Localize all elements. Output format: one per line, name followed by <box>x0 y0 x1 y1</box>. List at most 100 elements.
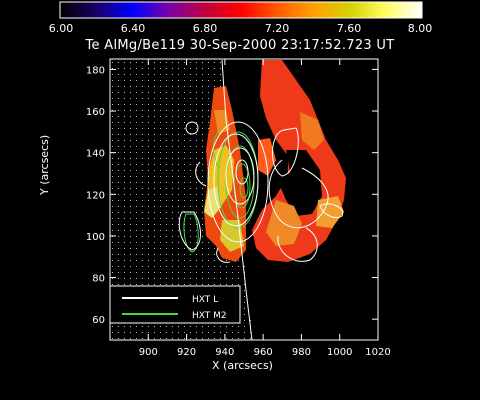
limb-dot <box>130 272 131 273</box>
limb-dot <box>136 248 137 249</box>
limb-dot <box>214 74 215 75</box>
limb-dot <box>190 80 191 81</box>
limb-dot <box>154 152 155 153</box>
limb-dot <box>196 182 197 183</box>
limb-dot <box>178 74 179 75</box>
limb-dot <box>172 212 173 213</box>
limb-dot <box>184 122 185 123</box>
limb-dot <box>226 260 227 261</box>
limb-dot <box>172 224 173 225</box>
limb-dot <box>112 200 113 201</box>
limb-dot <box>250 332 251 333</box>
limb-dot <box>130 86 131 87</box>
limb-dot <box>112 128 113 129</box>
limb-dot <box>148 278 149 279</box>
limb-dot <box>196 92 197 93</box>
limb-dot <box>136 98 137 99</box>
limb-dot <box>160 98 161 99</box>
limb-dot <box>220 284 221 285</box>
limb-dot <box>136 122 137 123</box>
limb-dot <box>166 248 167 249</box>
limb-dot <box>118 206 119 207</box>
limb-dot <box>160 242 161 243</box>
limb-dot <box>178 128 179 129</box>
limb-dot <box>154 236 155 237</box>
limb-dot <box>166 128 167 129</box>
limb-dot <box>244 266 245 267</box>
limb-dot <box>208 86 209 87</box>
limb-dot <box>160 110 161 111</box>
limb-dot <box>142 128 143 129</box>
limb-dot <box>154 164 155 165</box>
limb-dot <box>172 200 173 201</box>
limb-dot <box>208 104 209 105</box>
limb-dot <box>190 230 191 231</box>
limb-dot <box>136 164 137 165</box>
limb-dot <box>196 242 197 243</box>
limb-dot <box>208 278 209 279</box>
limb-dot <box>172 80 173 81</box>
limb-dot <box>196 170 197 171</box>
limb-dot <box>196 80 197 81</box>
limb-dot <box>148 98 149 99</box>
limb-dot <box>160 206 161 207</box>
limb-dot <box>208 68 209 69</box>
limb-dot <box>196 200 197 201</box>
limb-dot <box>202 74 203 75</box>
limb-dot <box>184 332 185 333</box>
limb-dot <box>202 146 203 147</box>
limb-dot <box>208 128 209 129</box>
limb-dot <box>208 74 209 75</box>
limb-dot <box>118 62 119 63</box>
limb-dot <box>136 206 137 207</box>
limb-dot <box>130 80 131 81</box>
limb-dot <box>118 134 119 135</box>
limb-dot <box>154 224 155 225</box>
limb-dot <box>130 218 131 219</box>
limb-dot <box>226 332 227 333</box>
limb-dot <box>124 188 125 189</box>
limb-dot <box>130 116 131 117</box>
limb-dot <box>160 104 161 105</box>
limb-dot <box>124 206 125 207</box>
limb-dot <box>190 218 191 219</box>
limb-dot <box>172 266 173 267</box>
limb-dot <box>118 218 119 219</box>
limb-dot <box>112 92 113 93</box>
limb-dot <box>184 266 185 267</box>
limb-dot <box>124 284 125 285</box>
limb-dot <box>130 170 131 171</box>
x-tick-label: 920 <box>177 347 196 358</box>
limb-dot <box>130 74 131 75</box>
limb-dot <box>178 254 179 255</box>
limb-dot <box>136 218 137 219</box>
limb-dot <box>208 326 209 327</box>
limb-dot <box>154 278 155 279</box>
limb-dot <box>130 188 131 189</box>
limb-dot <box>178 278 179 279</box>
limb-dot <box>124 152 125 153</box>
limb-dot <box>184 74 185 75</box>
limb-dot <box>142 188 143 189</box>
limb-dot <box>190 68 191 69</box>
limb-dot <box>124 182 125 183</box>
limb-dot <box>118 140 119 141</box>
limb-dot <box>202 230 203 231</box>
limb-dot <box>190 104 191 105</box>
limb-dot <box>112 338 113 339</box>
limb-dot <box>172 122 173 123</box>
limb-dot <box>142 254 143 255</box>
limb-dot <box>154 254 155 255</box>
limb-dot <box>178 152 179 153</box>
limb-dot <box>166 278 167 279</box>
limb-dot <box>172 134 173 135</box>
colorbar-tick-label: 7.20 <box>264 22 290 35</box>
limb-dot <box>160 128 161 129</box>
limb-dot <box>154 170 155 171</box>
limb-dot <box>202 86 203 87</box>
limb-dot <box>196 254 197 255</box>
limb-dot <box>148 218 149 219</box>
limb-dot <box>196 332 197 333</box>
limb-dot <box>202 272 203 273</box>
limb-dot <box>166 122 167 123</box>
